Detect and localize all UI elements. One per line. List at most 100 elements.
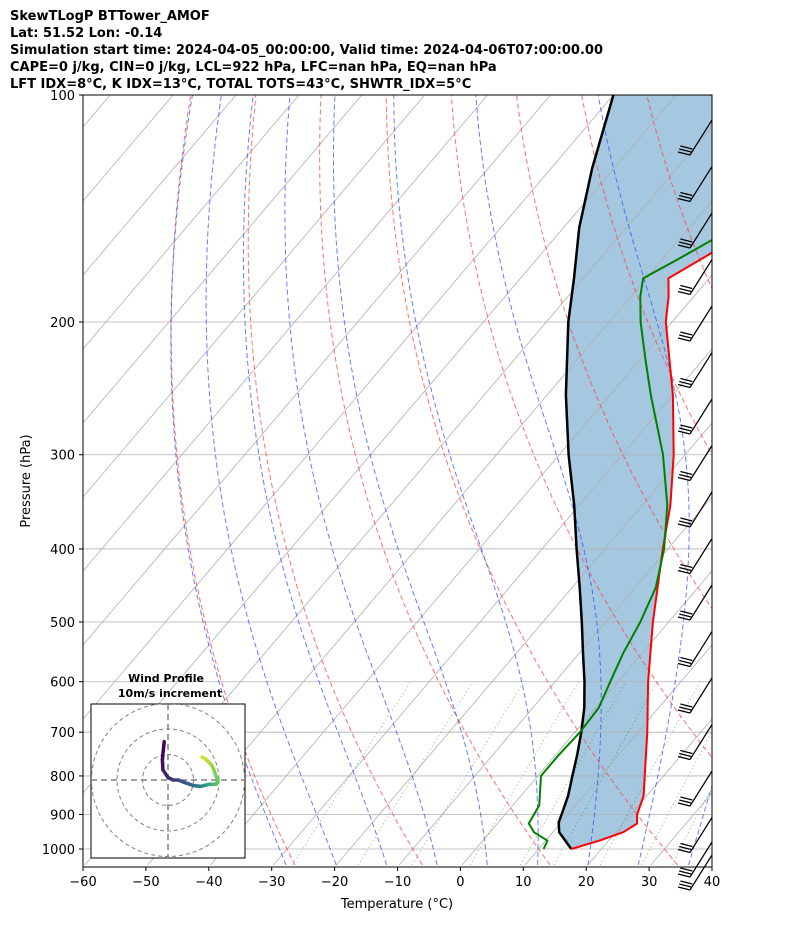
y-tick-label: 700 bbox=[50, 726, 75, 741]
barb-flag bbox=[679, 870, 692, 875]
mixing-ratio-line bbox=[357, 681, 474, 866]
barb-staff bbox=[689, 166, 713, 202]
wind-barb bbox=[677, 677, 713, 714]
barb-flag bbox=[679, 706, 692, 711]
barb-staff bbox=[689, 398, 713, 435]
isotherm-gridline bbox=[714, 95, 794, 865]
barb-flag bbox=[677, 886, 691, 891]
wind-barb bbox=[677, 770, 713, 807]
barb-flag bbox=[680, 470, 693, 476]
barb-flag bbox=[677, 616, 691, 621]
wind-barb bbox=[677, 352, 713, 389]
mixing-ratio-line bbox=[411, 681, 525, 866]
barb-flag bbox=[680, 377, 693, 383]
barb-staff bbox=[689, 305, 713, 342]
dry-adiabat bbox=[777, 95, 794, 865]
barb-staff bbox=[689, 631, 713, 667]
wind-barbs bbox=[677, 119, 713, 891]
y-tick-label: 200 bbox=[50, 316, 75, 331]
x-tick-label: −20 bbox=[321, 875, 348, 890]
barb-flag bbox=[680, 331, 693, 336]
x-tick-label: −40 bbox=[195, 875, 222, 890]
moist-adiabat bbox=[393, 95, 539, 865]
barb-flag bbox=[677, 197, 691, 203]
y-axis-label: Pressure (hPa) bbox=[19, 434, 34, 527]
dry-adiabat bbox=[581, 95, 712, 456]
barb-flag bbox=[677, 802, 691, 807]
y-tick-label: 400 bbox=[50, 543, 75, 558]
isotherm-gridline bbox=[524, 644, 712, 866]
barb-flag bbox=[679, 613, 692, 618]
barb-staff bbox=[689, 724, 713, 760]
barb-flag bbox=[680, 610, 693, 615]
hodograph-inset: Wind Profile 10m/s increment bbox=[90, 672, 246, 859]
x-tick-label: 0 bbox=[456, 875, 464, 890]
isotherm-gridline bbox=[398, 496, 712, 866]
barb-staff bbox=[689, 212, 713, 249]
wind-barb bbox=[677, 724, 713, 761]
barb-flag bbox=[677, 873, 691, 878]
dry-adiabat bbox=[170, 95, 296, 866]
moist-adiabat bbox=[333, 95, 488, 866]
wind-barb bbox=[677, 166, 713, 203]
moist-adiabat bbox=[170, 95, 287, 866]
barb-flag bbox=[680, 238, 693, 243]
wind-barb bbox=[677, 817, 713, 854]
barb-staff bbox=[689, 538, 713, 574]
temperature-line bbox=[571, 251, 712, 850]
moist-adiabat bbox=[242, 95, 388, 866]
barb-flag bbox=[677, 848, 691, 854]
isotherm-gridline bbox=[336, 422, 712, 866]
barb-flag bbox=[680, 424, 693, 429]
x-tick-label: −10 bbox=[384, 875, 411, 890]
barb-flag bbox=[679, 566, 692, 572]
x-tick-label: −50 bbox=[132, 875, 159, 890]
cape-line: CAPE=0 j/kg, CIN=0 j/kg, LCL=922 hPa, LF… bbox=[10, 60, 497, 75]
dry-adiabat bbox=[319, 95, 551, 866]
dry-adiabat bbox=[516, 95, 712, 610]
wind-barb bbox=[677, 212, 713, 249]
mixing-ratio-line bbox=[599, 681, 701, 866]
barb-staff bbox=[689, 445, 713, 481]
isotherm-gridline bbox=[147, 200, 712, 866]
isotherm-gridline bbox=[83, 95, 300, 350]
wind-barb bbox=[677, 841, 713, 878]
dry-adiabat bbox=[247, 95, 423, 866]
isotherm-gridline bbox=[210, 274, 712, 866]
barb-flag bbox=[679, 520, 692, 525]
instability-shading bbox=[558, 95, 712, 849]
wind-barb bbox=[677, 119, 713, 156]
barb-flag bbox=[679, 659, 692, 665]
isotherm-gridline bbox=[587, 718, 712, 866]
barb-flag bbox=[677, 569, 691, 575]
barb-flag bbox=[677, 430, 691, 435]
barb-flag bbox=[677, 476, 691, 482]
barb-flag bbox=[680, 749, 693, 755]
y-tick-label: 500 bbox=[50, 616, 75, 631]
parcel-line bbox=[557, 95, 615, 850]
mixing-ratio-line bbox=[291, 681, 412, 866]
moist-adiabat bbox=[475, 95, 602, 866]
barb-staff bbox=[689, 259, 713, 295]
barb-staff bbox=[689, 770, 713, 807]
barb-flag bbox=[679, 799, 692, 804]
barb-staff bbox=[689, 841, 713, 878]
barb-flag bbox=[679, 380, 692, 386]
hodograph-segment bbox=[200, 755, 207, 761]
hodograph-title: Wind Profile bbox=[128, 672, 204, 685]
dry-adiabat bbox=[385, 95, 678, 866]
barb-flag bbox=[679, 241, 692, 246]
barb-flag bbox=[677, 755, 691, 761]
dry-adiabat bbox=[711, 95, 712, 97]
isotherm-gridline bbox=[83, 95, 488, 572]
barb-flag bbox=[680, 656, 693, 662]
wind-barb bbox=[677, 538, 713, 575]
wind-barb bbox=[677, 398, 713, 435]
hodograph-segment bbox=[160, 740, 166, 762]
isotherm-gridline bbox=[83, 95, 551, 646]
index-line: LFT IDX=8°C, K IDX=13°C, TOTAL TOTS=43°C… bbox=[10, 77, 472, 92]
moist-adiabat bbox=[205, 95, 337, 866]
barb-staff bbox=[689, 817, 713, 853]
barb-flag bbox=[677, 337, 691, 342]
